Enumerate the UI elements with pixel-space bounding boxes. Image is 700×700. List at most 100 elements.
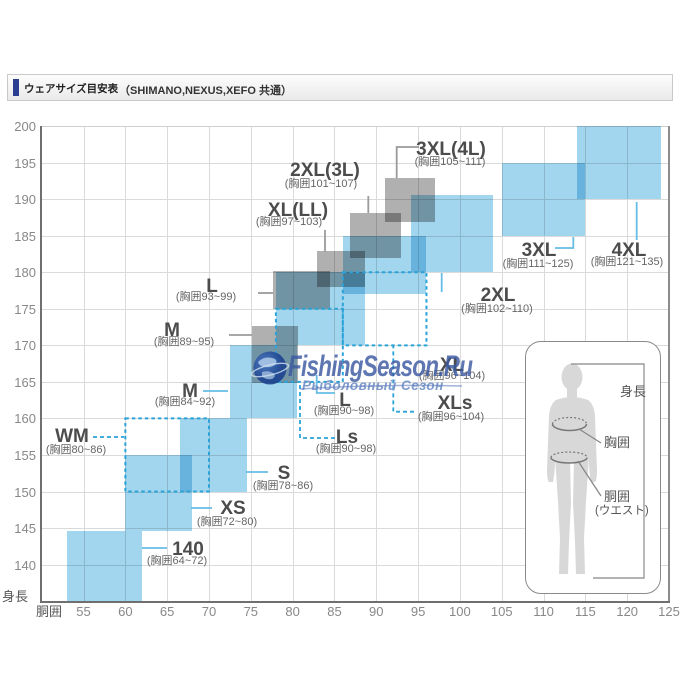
y-tick-200: 200 xyxy=(14,119,36,134)
size-label-xl-ll: XL(LL) xyxy=(267,200,329,221)
size-label-range-xl-ll: (胸囲97~103) xyxy=(255,216,323,228)
pointer-line-6 xyxy=(555,237,575,249)
y-axis-caption: 身長 xyxy=(2,589,29,604)
size-label-xl-blue: XL xyxy=(439,355,465,376)
size-label-range-m-blue: (胸囲84~92) xyxy=(154,396,216,408)
size-label-range-m-gray: (胸囲89~95) xyxy=(153,336,215,348)
size-label-4xl: 4XL xyxy=(611,240,647,261)
size-region-outline-ls xyxy=(274,307,344,383)
gridline-y-160 xyxy=(41,418,670,420)
pointer-line-14 xyxy=(299,384,335,439)
size-label-ls: Ls xyxy=(335,427,359,448)
gridline-y-190 xyxy=(41,199,670,201)
page-subtitle: （SHIMANO,NEXUS,XEFO 共通） xyxy=(119,85,292,97)
x-tick-80: 80 xyxy=(285,604,300,619)
size-label-l-blue: L xyxy=(339,390,351,411)
size-label-range-2xl-3l: (胸囲101~107) xyxy=(284,178,358,190)
x-tick-95: 95 xyxy=(410,604,426,619)
size-label-range-2xl: (胸囲102~110) xyxy=(461,303,533,315)
x-tick-65: 65 xyxy=(159,604,175,619)
body-silhouette xyxy=(547,363,645,579)
size-region-3xl(4l) xyxy=(385,177,435,222)
x-tick-100: 100 xyxy=(449,604,471,619)
size-label-range-ls: (胸囲90~98) xyxy=(315,443,377,455)
x-tick-115: 115 xyxy=(575,604,596,619)
size-label-range-xs: (胸囲72~80) xyxy=(196,516,258,528)
x-tick-60: 60 xyxy=(118,604,133,619)
size-label-3xl: 3XL xyxy=(521,240,557,261)
x-tick-70: 70 xyxy=(201,604,217,619)
size-label-3xl-4l: 3XL(4L) xyxy=(416,139,486,160)
axis-left xyxy=(39,126,42,604)
size-label-wm: WM xyxy=(55,426,89,447)
size-label-2xl: 2XL xyxy=(480,285,516,306)
size-label-range-4xl: (胸囲121~135) xyxy=(590,256,664,268)
figure-chest-label: 胸囲 xyxy=(604,435,631,450)
size-region-s xyxy=(179,418,247,492)
y-tick-150: 150 xyxy=(14,484,36,500)
size-label-range-3xl: (胸囲111~125) xyxy=(502,258,574,270)
title-bar: ウェアサイズ目安表 （SHIMANO,NEXUS,XEFO 共通） xyxy=(7,74,673,101)
size-label-m-blue: M xyxy=(182,381,198,402)
size-region-outline-xls xyxy=(341,271,428,347)
y-tick-160: 160 xyxy=(14,411,36,427)
size-region-4xl xyxy=(577,126,661,200)
y-tick-190: 190 xyxy=(14,192,36,208)
figure-height-label: 身長 xyxy=(620,384,647,399)
gridline-x-55 xyxy=(83,126,85,602)
size-label-140: 140 xyxy=(172,539,204,560)
gridline-x-90 xyxy=(376,126,378,602)
x-tick-110: 110 xyxy=(533,604,554,619)
size-label-range-s: (胸囲78~86) xyxy=(252,480,314,492)
size-label-xs: XS xyxy=(220,498,246,519)
x-tick-90: 90 xyxy=(369,604,384,619)
y-tick-180: 180 xyxy=(14,265,36,281)
y-tick-155: 155 xyxy=(14,447,36,463)
size-label-m-gray: M xyxy=(164,320,180,341)
gridline-y-150 xyxy=(41,491,670,493)
y-tick-140: 140 xyxy=(14,557,36,573)
size-label-range-140: (胸囲64~72) xyxy=(146,555,208,567)
gridline-y-145 xyxy=(41,528,670,530)
gridline-y-140 xyxy=(41,564,670,566)
gridline-x-105 xyxy=(501,126,503,602)
gridline-x-65 xyxy=(167,126,169,602)
gridline-y-195 xyxy=(41,162,670,164)
size-label-l-gray: L xyxy=(206,276,218,297)
gridline-x-100 xyxy=(459,126,461,602)
x-tick-85: 85 xyxy=(327,604,342,619)
y-tick-145: 145 xyxy=(14,521,36,537)
pointer-line-12 xyxy=(395,146,419,178)
figure-waist-label: 胴囲 xyxy=(604,489,631,504)
y-tick-185: 185 xyxy=(14,228,36,244)
x-tick-55: 55 xyxy=(76,604,91,619)
size-label-range-xls: (胸囲96~104) xyxy=(417,411,485,423)
title-accent-bar xyxy=(13,79,19,96)
size-label-2xl-3l: 2XL(3L) xyxy=(290,160,360,181)
axis-bottom xyxy=(39,601,671,604)
page-title: ウェアサイズ目安表 xyxy=(24,83,119,95)
size-label-range-3xl-4l: (胸囲105~111) xyxy=(414,156,486,168)
gridline-x-85 xyxy=(334,126,336,602)
x-tick-75: 75 xyxy=(243,604,259,619)
pointer-line-15 xyxy=(392,346,414,413)
size-label-s: S xyxy=(277,463,291,484)
size-label-xls: XLs xyxy=(437,393,473,414)
x-tick-120: 120 xyxy=(616,604,639,619)
plot-border-top xyxy=(40,125,670,127)
size-region-3xl xyxy=(501,162,586,236)
y-tick-165: 165 xyxy=(14,374,36,390)
gridline-x-95 xyxy=(418,126,420,602)
size-label-range-l-gray: (胸囲93~99) xyxy=(175,291,237,303)
figure-waist-sub-label: (ウエスト) xyxy=(595,505,649,517)
gridline-x-70 xyxy=(208,126,210,602)
gridline-y-165 xyxy=(41,381,670,383)
gridline-x-60 xyxy=(125,126,127,602)
size-label-range-xl-blue: (胸囲96~104) xyxy=(418,370,486,382)
x-axis-caption: 胴囲 xyxy=(36,604,63,619)
body-measure-diagram: 身長 胸囲 胴囲 (ウエスト) xyxy=(525,341,661,594)
y-tick-170: 170 xyxy=(14,338,36,354)
y-tick-195: 195 xyxy=(14,155,36,171)
